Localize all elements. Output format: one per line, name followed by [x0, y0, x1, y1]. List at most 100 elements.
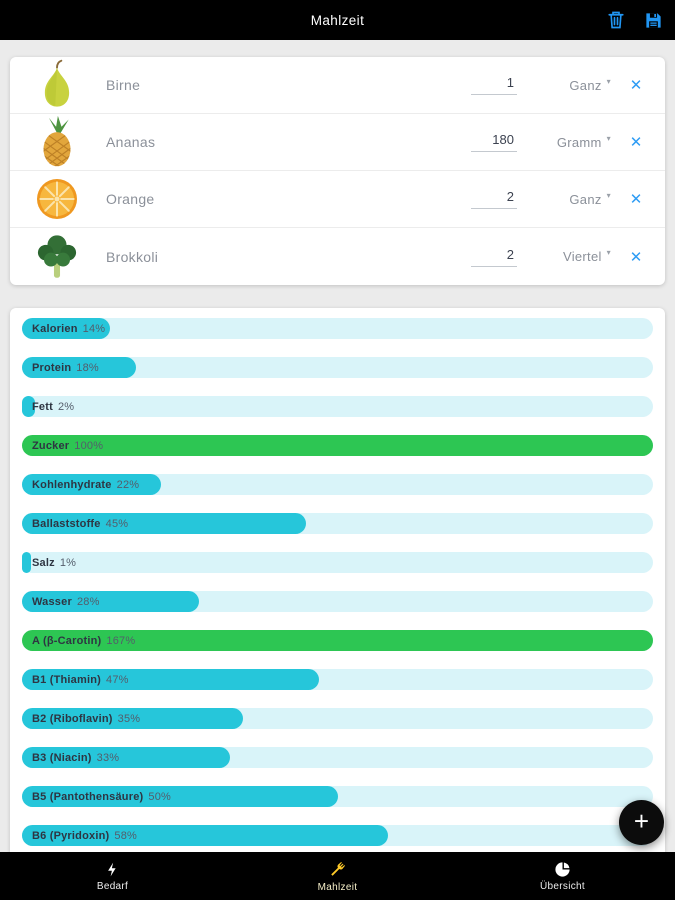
- nutrient-percent: 18%: [76, 361, 99, 374]
- nutrient-bar-label: Protein 18%: [22, 357, 653, 378]
- broccoli-image: [37, 234, 77, 278]
- nutrient-name: Wasser: [32, 595, 72, 608]
- unit-select[interactable]: Viertel ▾: [525, 248, 611, 264]
- close-icon: ✕: [629, 77, 643, 94]
- food-name: Brokkoli: [106, 248, 159, 265]
- nutrient-name: Zucker: [32, 439, 70, 452]
- nutrient-bar-label: Kohlenhydrate 22%: [22, 474, 653, 495]
- nutrient-row: Kohlenhydrate 22%: [22, 474, 653, 495]
- nutrient-bar-label: B3 (Niacin) 33%: [22, 747, 653, 768]
- nutrient-percent: 45%: [105, 517, 129, 530]
- nutrient-percent: 167%: [106, 634, 136, 647]
- nutrient-name: B2 (Riboflavin): [32, 712, 113, 725]
- app-bar-actions: [602, 0, 667, 40]
- save-icon: [645, 12, 661, 28]
- chevron-down-icon: ▾: [606, 248, 611, 257]
- nutrient-percent: 28%: [76, 595, 100, 608]
- nutrient-row: B2 (Riboflavin) 35%: [22, 708, 653, 729]
- nutrient-percent: 2%: [57, 400, 75, 413]
- chevron-down-icon: ▾: [606, 76, 611, 86]
- nutrient-percent: 47%: [106, 673, 129, 686]
- nav-item-bedarf[interactable]: Bedarf: [0, 852, 225, 900]
- food-image: [26, 172, 88, 226]
- nutrient-row: Zucker 100%: [22, 435, 653, 456]
- remove-food-button[interactable]: ✕: [621, 248, 651, 266]
- nutrient-row: B3 (Niacin) 33%: [22, 747, 653, 768]
- nutrient-bar-track: Zucker 100%: [22, 435, 653, 456]
- chevron-down-icon: ▾: [606, 133, 611, 143]
- close-icon: ✕: [629, 134, 643, 151]
- add-food-fab[interactable]: +: [619, 800, 664, 845]
- unit-label: Ganz: [569, 191, 602, 207]
- nutrient-row: Protein 18%: [22, 357, 653, 378]
- nutrient-list: Kalorien 14% Protein 18% Fett 2% Zucke: [10, 308, 665, 858]
- nutrient-bar-label: A (β-Carotin) 167%: [22, 630, 653, 651]
- nutrient-percent: 1%: [59, 556, 77, 569]
- nutrient-percent: 33%: [96, 751, 120, 764]
- nutrient-name: Ballaststoffe: [32, 517, 101, 530]
- nutrient-percent: 22%: [116, 478, 140, 491]
- save-meal-button[interactable]: [639, 6, 667, 34]
- nutrient-bar-track: Protein 18%: [22, 357, 653, 378]
- nutrient-row: B6 (Pyridoxin) 58%: [22, 825, 653, 846]
- food-image: [26, 230, 88, 284]
- bottom-nav: Bedarf Mahlzeit Übersicht: [0, 852, 675, 900]
- nutrient-bar-track: Salz 1%: [22, 552, 653, 573]
- nutrient-bar-track: Kohlenhydrate 22%: [22, 474, 653, 495]
- remove-food-button[interactable]: ✕: [621, 190, 651, 208]
- nutrient-row: Kalorien 14%: [22, 318, 653, 339]
- trash-icon: [608, 11, 624, 29]
- delete-meal-button[interactable]: [602, 6, 630, 34]
- nutrient-bar-fill: [22, 474, 161, 495]
- food-row: Orange 2 Ganz ▾ ✕: [10, 171, 665, 228]
- close-icon: ✕: [629, 191, 643, 208]
- nutrient-name: B5 (Pantothensäure): [32, 790, 144, 803]
- nutrient-bar-track: B1 (Thiamin) 47%: [22, 669, 653, 690]
- nutrient-row: B5 (Pantothensäure) 50%: [22, 786, 653, 807]
- food-row: Birne 1 Ganz ▾ ✕: [10, 57, 665, 114]
- nutrient-name: B1 (Thiamin): [32, 673, 102, 686]
- unit-label: Gramm: [556, 134, 602, 150]
- unit-label: Viertel: [562, 249, 602, 264]
- food-row: Brokkoli 2 Viertel ▾ ✕: [10, 228, 665, 285]
- nutrient-name: Salz: [32, 556, 55, 569]
- unit-select[interactable]: Gramm ▾: [525, 133, 611, 150]
- nutrient-row: Fett 2%: [22, 396, 653, 417]
- nutrient-bar-label: Salz 1%: [22, 552, 653, 573]
- remove-food-button[interactable]: ✕: [621, 133, 651, 151]
- nutrient-bar-track: Fett 2%: [22, 396, 653, 417]
- nutrient-bar-track: A (β-Carotin) 167%: [22, 630, 653, 651]
- pear-image: [44, 59, 70, 107]
- nutrient-bar-label: B2 (Riboflavin) 35%: [22, 708, 653, 729]
- amount-input[interactable]: 2: [471, 189, 517, 209]
- nutrient-percent: 50%: [148, 790, 171, 803]
- unit-select[interactable]: Ganz ▾: [525, 191, 611, 207]
- nutrient-percent: 14%: [82, 322, 106, 335]
- food-name: Birne: [106, 77, 141, 93]
- nav-label: Mahlzeit: [317, 881, 358, 893]
- nutrient-percent: 100%: [74, 439, 104, 452]
- pineapple-image: [43, 115, 71, 167]
- nutrient-row: A (β-Carotin) 167%: [22, 630, 653, 651]
- amount-input[interactable]: 2: [471, 247, 517, 267]
- close-icon: ✕: [629, 248, 643, 266]
- nav-item-mahlzeit[interactable]: Mahlzeit: [225, 852, 450, 900]
- nav-item-uebersicht[interactable]: Übersicht: [450, 852, 675, 900]
- plus-icon: +: [633, 806, 650, 836]
- food-image: [26, 58, 88, 112]
- nutrient-bar-track: Kalorien 14%: [22, 318, 653, 339]
- main-content: Birne 1 Ganz ▾ ✕ Ananas 180 Gram: [0, 40, 675, 858]
- nutrient-row: Wasser 28%: [22, 591, 653, 612]
- unit-select[interactable]: Ganz ▾: [525, 76, 611, 93]
- nav-label: Übersicht: [540, 880, 585, 892]
- food-list: Birne 1 Ganz ▾ ✕ Ananas 180 Gram: [10, 57, 665, 285]
- page-title: Mahlzeit: [310, 12, 365, 28]
- nutrient-bar-label: Wasser 28%: [22, 591, 653, 612]
- amount-input[interactable]: 1: [471, 75, 517, 95]
- nutrient-bar-fill: [22, 357, 136, 378]
- nutrient-bar-label: Kalorien 14%: [22, 318, 653, 339]
- amount-input[interactable]: 180: [471, 132, 517, 152]
- remove-food-button[interactable]: ✕: [621, 76, 651, 94]
- nutrient-name: Kohlenhydrate: [32, 478, 112, 491]
- nutrient-bar-fill: [22, 708, 243, 729]
